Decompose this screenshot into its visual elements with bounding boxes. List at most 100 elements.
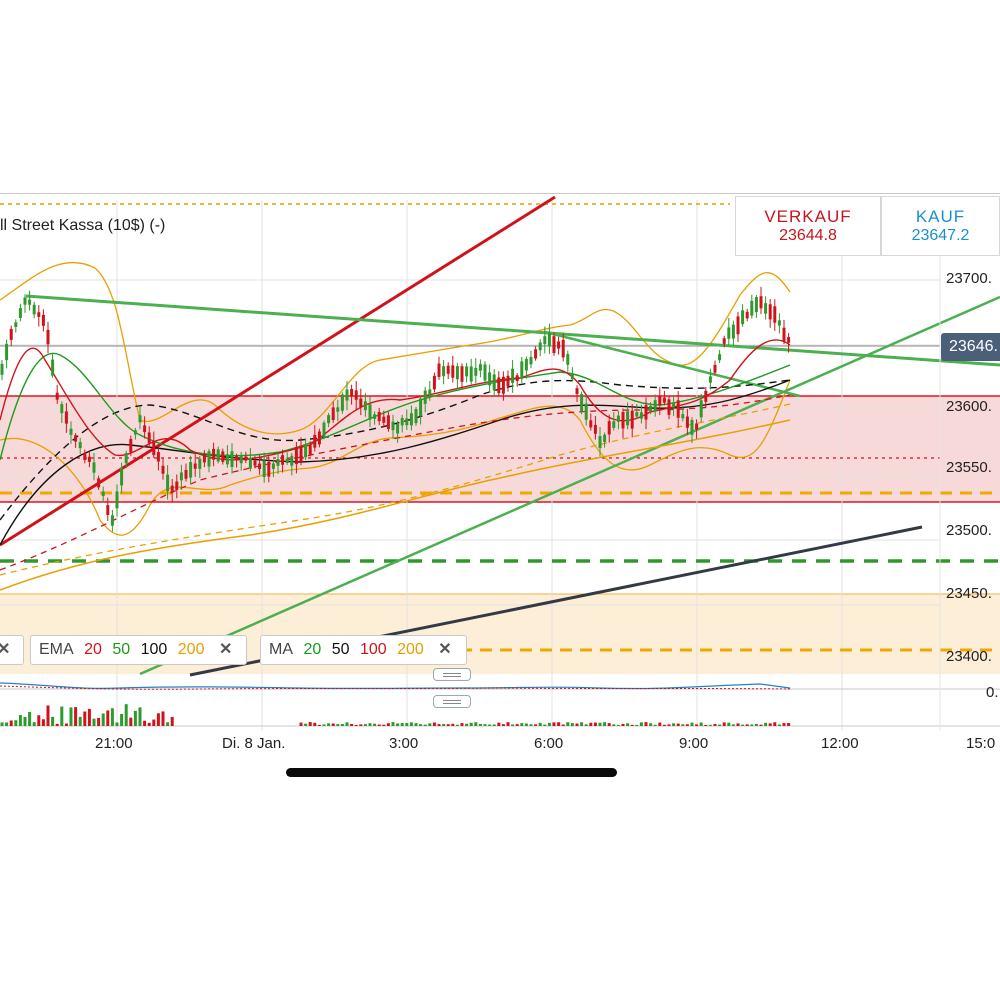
candle-body: [685, 416, 689, 428]
candle-body: [138, 415, 142, 423]
volume-bar: [327, 723, 331, 726]
candle-body: [759, 296, 763, 309]
candle-body: [161, 465, 165, 474]
volume-bar: [74, 707, 78, 726]
candle-body: [603, 434, 607, 442]
candle-body: [515, 375, 519, 382]
volume-bar: [704, 724, 708, 726]
volume-bar: [138, 707, 142, 726]
candle-body: [635, 412, 639, 417]
green-trend-rising: [139, 295, 1000, 676]
candle-body: [607, 421, 611, 435]
candle-body: [676, 400, 680, 418]
candle-body: [115, 491, 119, 509]
volume-bar: [377, 724, 381, 726]
volume-bar: [322, 724, 326, 726]
sell-quote-button[interactable]: VERKAUF 23644.8: [735, 196, 881, 256]
volume-bar: [363, 724, 367, 726]
close-icon[interactable]: ✕: [0, 641, 11, 658]
volume-bars: [0, 704, 791, 726]
candle-body: [768, 304, 772, 320]
volume-bar: [635, 724, 639, 726]
buy-quote-button[interactable]: KAUF 23647.2: [881, 196, 1000, 256]
candle-body: [60, 404, 64, 414]
candle-body: [363, 401, 367, 411]
volume-bar: [101, 713, 105, 726]
volume-bar: [547, 722, 551, 726]
volume-bar: [681, 724, 685, 726]
candle-body: [110, 515, 114, 526]
candle-body: [120, 467, 124, 486]
volume-bar: [764, 722, 768, 726]
volume-bar: [616, 724, 620, 726]
volume-bar: [414, 723, 418, 726]
close-icon[interactable]: ✕: [438, 641, 452, 658]
volume-bar: [331, 723, 335, 726]
volume-bar: [37, 715, 41, 726]
volume-bar: [60, 706, 64, 726]
ema-50: [0, 352, 791, 461]
candle-body: [276, 459, 280, 466]
candle-body: [5, 343, 9, 361]
pane-resize-handle[interactable]: [433, 668, 471, 681]
volume-bar: [524, 723, 528, 726]
candle-body: [239, 455, 243, 464]
candle-body: [193, 463, 197, 469]
candle-body: [373, 414, 377, 419]
volume-bar: [745, 724, 749, 726]
candle-body: [271, 463, 275, 469]
volume-bar: [580, 722, 584, 726]
candle-body: [529, 356, 533, 365]
volume-bar: [350, 723, 354, 726]
volume-bar: [391, 722, 395, 726]
candle-body: [764, 303, 768, 314]
candle-body: [405, 418, 409, 426]
volume-bar: [386, 723, 390, 726]
volume-bar: [506, 722, 510, 726]
candle-body: [745, 311, 749, 319]
candle-body: [552, 336, 556, 354]
candle-body: [658, 395, 662, 406]
y-tick: 23550.: [946, 459, 992, 476]
candle-body: [244, 456, 248, 461]
ma-label: MA: [269, 641, 293, 658]
ma-200: [0, 403, 791, 576]
volume-bar: [667, 724, 671, 726]
candle-body: [359, 398, 363, 407]
volume-bar: [492, 724, 496, 726]
volume-bar: [87, 708, 91, 726]
candle-body: [750, 300, 754, 316]
close-icon[interactable]: ✕: [218, 641, 233, 658]
ema-legend[interactable]: EMA 20 50 100 200 ✕: [30, 635, 248, 665]
candle-body: [23, 297, 27, 305]
volume-bar: [534, 724, 538, 726]
candle-body: [727, 327, 731, 339]
candle-body: [198, 458, 202, 469]
pane-resize-handle[interactable]: [433, 695, 471, 708]
volume-bar: [639, 722, 643, 726]
volume-bar: [143, 720, 147, 726]
buy-label: KAUF: [915, 207, 966, 226]
y-tick: 23400.: [946, 648, 992, 665]
candle-body: [566, 354, 570, 365]
candle-body: [9, 328, 13, 340]
candle-body: [621, 412, 625, 429]
volume-bar: [5, 722, 9, 726]
volume-bar: [722, 722, 726, 726]
volume-bar: [612, 724, 616, 726]
ema-period-20: 20: [84, 641, 102, 658]
candle-body: [483, 364, 487, 381]
volume-bar: [14, 720, 18, 726]
candle-body: [317, 431, 321, 445]
volume-bar: [566, 722, 570, 726]
volume-bar: [152, 719, 156, 726]
candle-body: [345, 389, 349, 401]
oscillator-tick: 0.: [986, 684, 999, 701]
volume-bar: [561, 724, 565, 726]
volume-bar: [570, 723, 574, 726]
indicator-legend-partial: ✕: [0, 635, 24, 665]
ma-legend[interactable]: MA 20 50 100 200 ✕: [260, 635, 467, 665]
x-tick: 6:00: [534, 735, 564, 752]
